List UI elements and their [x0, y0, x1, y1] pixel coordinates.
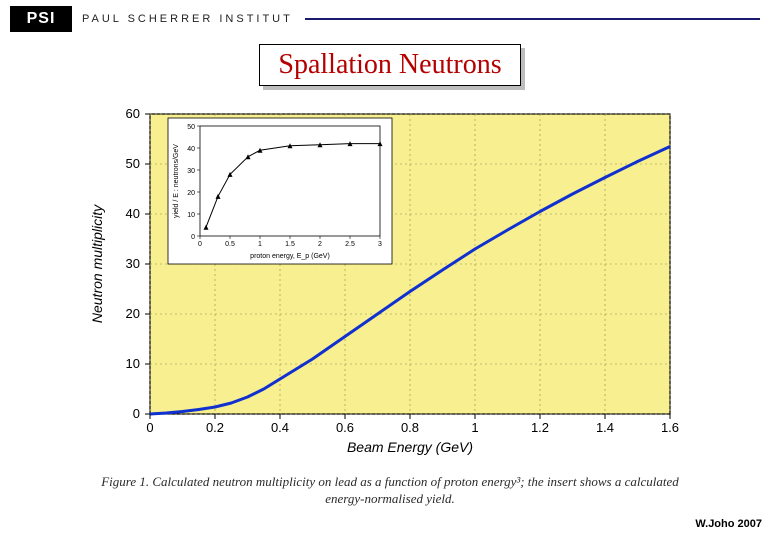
- svg-text:yield / E : neutrons/GeV: yield / E : neutrons/GeV: [173, 144, 180, 218]
- psi-logo-text: PSI: [27, 10, 56, 28]
- svg-text:40: 40: [126, 206, 140, 221]
- svg-text:0.2: 0.2: [206, 420, 224, 435]
- figure-area: 00.20.40.60.811.21.41.60102030405060Beam…: [70, 94, 710, 508]
- svg-text:50: 50: [187, 124, 195, 131]
- svg-text:0.6: 0.6: [336, 420, 354, 435]
- svg-text:30: 30: [187, 168, 195, 175]
- svg-text:10: 10: [126, 356, 140, 371]
- svg-text:Beam Energy (GeV): Beam Energy (GeV): [347, 439, 473, 455]
- svg-text:proton energy, E_p (GeV): proton energy, E_p (GeV): [250, 253, 330, 260]
- svg-text:0.5: 0.5: [225, 241, 235, 248]
- svg-text:50: 50: [126, 156, 140, 171]
- slide-title: Spallation Neutrons: [278, 49, 501, 80]
- svg-text:20: 20: [126, 306, 140, 321]
- svg-text:1: 1: [258, 241, 262, 248]
- title-container: Spallation Neutrons: [0, 44, 780, 86]
- svg-text:30: 30: [126, 256, 140, 271]
- footer-credit: W.Joho 2007: [695, 518, 762, 530]
- svg-text:20: 20: [187, 190, 195, 197]
- main-chart: 00.20.40.60.811.21.41.60102030405060Beam…: [70, 94, 710, 464]
- svg-text:10: 10: [187, 212, 195, 219]
- page-header: PSI PAUL SCHERRER INSTITUT: [0, 0, 780, 34]
- svg-text:0.4: 0.4: [271, 420, 289, 435]
- psi-logo: PSI: [10, 6, 72, 32]
- header-rule: [305, 18, 760, 20]
- svg-text:1.6: 1.6: [661, 420, 679, 435]
- svg-text:0: 0: [198, 241, 202, 248]
- svg-text:1.4: 1.4: [596, 420, 614, 435]
- svg-text:0: 0: [146, 420, 153, 435]
- svg-text:Neutron multiplicity: Neutron multiplicity: [89, 204, 105, 323]
- svg-text:2: 2: [318, 241, 322, 248]
- svg-text:1.5: 1.5: [285, 241, 295, 248]
- svg-text:0: 0: [191, 234, 195, 241]
- svg-text:40: 40: [187, 146, 195, 153]
- svg-text:0.8: 0.8: [401, 420, 419, 435]
- title-box: Spallation Neutrons: [259, 44, 520, 86]
- svg-text:60: 60: [126, 106, 140, 121]
- svg-text:2.5: 2.5: [345, 241, 355, 248]
- svg-text:0: 0: [133, 406, 140, 421]
- svg-text:1.2: 1.2: [531, 420, 549, 435]
- institute-name: PAUL SCHERRER INSTITUT: [82, 13, 293, 25]
- svg-text:1: 1: [471, 420, 478, 435]
- svg-text:3: 3: [378, 241, 382, 248]
- figure-caption: Figure 1. Calculated neutron multiplicit…: [90, 474, 690, 508]
